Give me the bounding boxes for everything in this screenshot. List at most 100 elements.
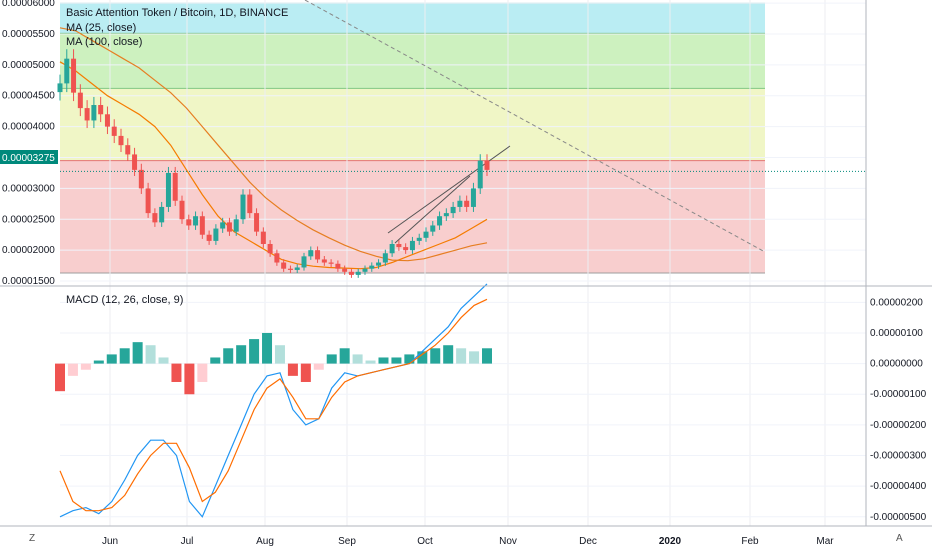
symbol-title[interactable]: Basic Attention Token / Bitcoin, 1D, BIN…: [66, 7, 289, 19]
candle-body: [145, 188, 151, 214]
price-tick-label: 0.00003000: [2, 183, 55, 194]
candle-body: [91, 105, 97, 121]
candle-body: [84, 108, 90, 121]
time-tick-label: Oct: [417, 536, 433, 547]
time-tick-label: Dec: [579, 536, 597, 547]
candle-body: [396, 243, 402, 248]
candle-body: [369, 265, 375, 269]
ma100-legend[interactable]: MA (100, close): [66, 36, 143, 48]
candle-body: [247, 194, 253, 214]
current-price-text: 0.00003275: [2, 153, 55, 164]
time-tick-label: Mar: [816, 536, 834, 547]
drawn-trendlines[interactable]: [304, 0, 766, 253]
macd-histogram-bar: [262, 332, 273, 364]
macd-histogram-bar: [417, 351, 428, 364]
moving-average-lines: [59, 27, 488, 270]
time-tick-label: Nov: [499, 536, 517, 547]
candle-body: [464, 200, 470, 207]
auto-scale-button[interactable]: A: [896, 533, 903, 544]
fib-zone: [60, 3, 765, 34]
candle-body: [362, 268, 368, 272]
candle-body: [220, 222, 226, 229]
macd-histogram-bar: [236, 345, 247, 364]
candle-body: [403, 247, 409, 251]
candle-body: [443, 213, 449, 217]
macd-tick-label: -0.00000300: [870, 451, 927, 462]
candle-body: [437, 216, 443, 226]
macd-histogram-bar: [482, 348, 492, 364]
zoom-reset-button[interactable]: Z: [29, 533, 36, 544]
candle-body: [64, 58, 70, 84]
candle-body: [111, 126, 117, 136]
macd-histogram-bar: [210, 357, 221, 364]
price-tick-label: 0.00002000: [2, 245, 55, 256]
macd-legend[interactable]: MACD (12, 26, close, 9): [66, 294, 184, 306]
price-tick-label: 0.00004000: [2, 122, 55, 133]
macd-tick-label: 0.00000100: [870, 328, 923, 339]
candle-body: [138, 169, 144, 189]
macd-histogram-bar: [456, 348, 467, 364]
candle-body: [71, 58, 77, 93]
candle-body: [132, 154, 138, 170]
candle-body: [287, 268, 293, 270]
ma25-legend[interactable]: MA (25, close): [66, 22, 137, 34]
fib-zone: [60, 160, 765, 274]
fib-zone: [60, 33, 765, 89]
candle-body: [389, 243, 395, 254]
price-tick-label: 0.00002500: [2, 214, 55, 225]
macd-histogram-bar: [326, 354, 337, 364]
macd-axis[interactable]: 0.00000200 0.00000100 0.00000000 -0.0000010…: [870, 297, 927, 522]
candle-body: [430, 225, 436, 232]
macd-histogram-bar: [313, 363, 324, 370]
macd-tick-label: 0.00000000: [870, 359, 923, 370]
macd-histogram-bar: [223, 348, 234, 364]
macd-histogram-bar: [80, 363, 91, 370]
candle-body: [152, 213, 158, 223]
macd-histogram-bar: [469, 351, 480, 364]
fib-retracement-zones[interactable]: [60, 2, 765, 274]
candle-body: [294, 267, 300, 270]
candle-body: [233, 219, 239, 232]
candle-body: [281, 262, 287, 269]
macd-histogram-bar: [300, 363, 311, 382]
candle-body: [315, 250, 321, 260]
macd-histogram-bar: [145, 345, 156, 364]
macd-histogram-bar: [365, 360, 376, 364]
time-axis[interactable]: Jun Jul Aug Sep Oct Nov Dec 2020 Feb Mar: [102, 536, 834, 547]
macd-histogram-bar: [67, 363, 78, 376]
macd-lines: [59, 283, 488, 518]
price-tick-label: 0.00005500: [2, 29, 55, 40]
macd-histogram-bar: [184, 363, 195, 395]
candle-body: [477, 160, 483, 189]
candle-body: [159, 206, 165, 223]
channel-upper-line: [387, 145, 511, 234]
time-tick-label: Aug: [256, 536, 274, 547]
candle-body: [484, 160, 490, 170]
candle-body: [213, 228, 219, 241]
price-tick-label: 0.00006000: [2, 0, 55, 9]
candle-body: [416, 237, 422, 241]
macd-histogram-bar: [93, 360, 104, 364]
candle-body: [98, 105, 104, 115]
macd-tick-label: -0.00000200: [870, 420, 927, 431]
candle-body: [450, 206, 456, 214]
macd-histogram-bar: [171, 363, 182, 382]
candle-body: [423, 231, 429, 238]
macd-histogram-bar: [106, 354, 117, 364]
candle-body: [457, 200, 463, 207]
candle-body: [321, 259, 327, 263]
fib-zone: [60, 88, 765, 161]
candle-body: [254, 213, 260, 232]
candle-body: [376, 262, 382, 266]
macd-histogram: [55, 332, 492, 395]
candle-body: [206, 234, 212, 241]
time-tick-label: 2020: [659, 536, 682, 547]
macd-histogram-bar: [378, 357, 389, 364]
price-tick-label: 0.00005000: [2, 60, 55, 71]
macd-histogram-bar: [274, 345, 285, 364]
candle-body: [267, 243, 273, 254]
price-tick-label: 0.00004500: [2, 91, 55, 102]
candle-body: [125, 145, 131, 155]
